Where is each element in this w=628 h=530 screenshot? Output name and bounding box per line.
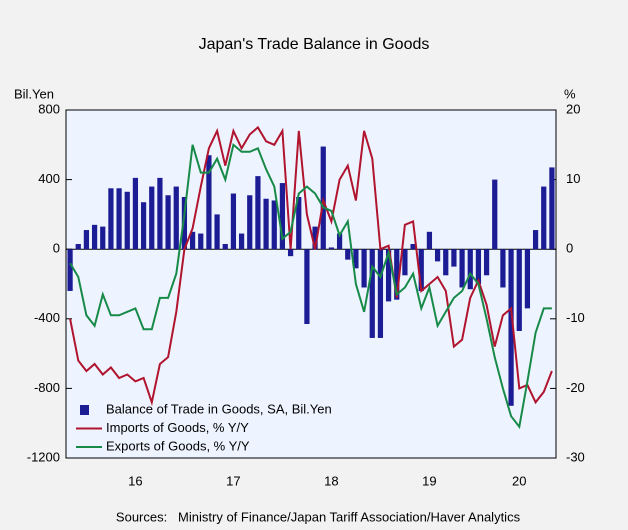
legend-label: Balance of Trade in Goods, SA, Bil.Yen bbox=[106, 401, 332, 416]
bar bbox=[508, 249, 514, 406]
bar bbox=[394, 249, 400, 300]
bar bbox=[443, 249, 449, 276]
bar bbox=[149, 186, 155, 250]
y-tick-label: 800 bbox=[38, 101, 60, 116]
bar bbox=[165, 195, 171, 250]
bar bbox=[328, 247, 335, 250]
bar bbox=[189, 231, 196, 250]
y2-tick-label: 0 bbox=[566, 241, 573, 256]
bar bbox=[312, 226, 318, 250]
bar bbox=[451, 249, 457, 267]
bar bbox=[238, 233, 245, 250]
bar bbox=[222, 243, 228, 250]
bar bbox=[475, 249, 482, 284]
bar bbox=[524, 249, 531, 309]
x-tick-label: 18 bbox=[324, 473, 338, 488]
line bbox=[69, 125, 553, 407]
x-tick-label: 20 bbox=[512, 473, 526, 488]
bar bbox=[353, 249, 359, 269]
chart-title: Japan's Trade Balance in Goods bbox=[199, 36, 430, 53]
bar bbox=[492, 179, 498, 250]
bar bbox=[279, 183, 286, 250]
legend-label: Imports of Goods, % Y/Y bbox=[106, 420, 249, 435]
source: Sources: Ministry of Finance/Japan Tarif… bbox=[116, 509, 521, 524]
bar bbox=[377, 249, 384, 338]
bar bbox=[287, 249, 294, 257]
y-tick-label: -800 bbox=[34, 380, 60, 395]
legend-label: Exports of Goods, % Y/Y bbox=[106, 438, 250, 453]
y2-tick-label: 20 bbox=[566, 101, 580, 116]
bar bbox=[67, 249, 73, 291]
y2-tick-label: -30 bbox=[566, 449, 585, 464]
bar bbox=[402, 249, 408, 276]
bar bbox=[255, 176, 261, 250]
bar bbox=[336, 233, 343, 250]
bar bbox=[198, 233, 204, 250]
bar bbox=[214, 214, 220, 250]
plot-area bbox=[65, 109, 557, 459]
bar bbox=[418, 249, 424, 291]
bar bbox=[263, 198, 269, 250]
y-tick-label: 0 bbox=[53, 241, 60, 256]
bar bbox=[75, 243, 81, 250]
x-tick-label: 19 bbox=[422, 473, 436, 488]
bar bbox=[410, 243, 416, 250]
bar bbox=[100, 226, 106, 250]
bar bbox=[516, 249, 522, 331]
bar bbox=[549, 167, 555, 250]
y2-tick-label: -10 bbox=[566, 310, 585, 325]
bar bbox=[369, 249, 375, 338]
x-tick-label: 17 bbox=[226, 473, 240, 488]
bar bbox=[83, 230, 90, 250]
bar bbox=[361, 249, 367, 288]
y2-tick-label: 10 bbox=[566, 171, 580, 186]
y-tick-label: -400 bbox=[34, 310, 60, 325]
legend-swatch bbox=[80, 405, 89, 415]
bar bbox=[483, 249, 490, 276]
x-tick-label: 16 bbox=[128, 473, 142, 488]
bar bbox=[181, 197, 188, 250]
bar bbox=[426, 231, 433, 250]
bar bbox=[173, 186, 179, 250]
bar bbox=[459, 249, 465, 288]
bar bbox=[206, 155, 212, 250]
line bbox=[69, 142, 552, 430]
bar bbox=[108, 188, 114, 250]
y-tick-label: 400 bbox=[38, 171, 60, 186]
bar bbox=[124, 191, 130, 250]
bar bbox=[247, 195, 253, 250]
bar bbox=[434, 249, 441, 262]
y2-tick-label: -20 bbox=[566, 380, 585, 395]
bar bbox=[132, 177, 139, 250]
bar bbox=[157, 177, 163, 250]
bar bbox=[91, 224, 98, 250]
bar bbox=[345, 249, 351, 260]
bar bbox=[500, 249, 506, 288]
bar bbox=[385, 249, 392, 302]
y-axis-label: Bil.Yen bbox=[14, 86, 54, 101]
y-tick-label: -1200 bbox=[27, 449, 60, 464]
bar bbox=[116, 188, 122, 250]
bar bbox=[304, 249, 310, 325]
bar bbox=[230, 193, 237, 250]
bar bbox=[140, 202, 147, 250]
bar bbox=[271, 200, 277, 250]
bar bbox=[532, 230, 539, 250]
bar bbox=[467, 249, 473, 290]
y2-axis-label: % bbox=[564, 86, 576, 101]
bar bbox=[296, 197, 302, 250]
bar bbox=[541, 186, 547, 250]
